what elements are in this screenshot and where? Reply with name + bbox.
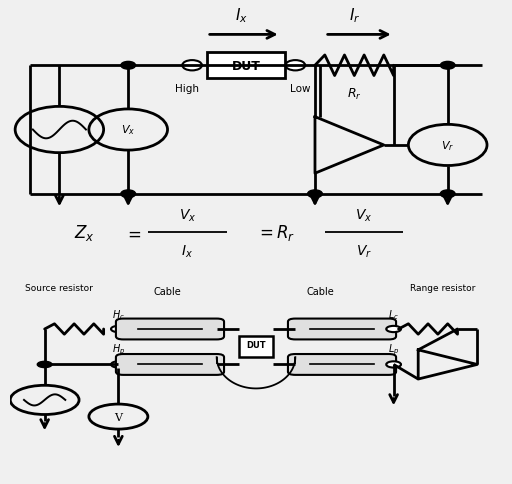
Text: DUT: DUT bbox=[246, 340, 266, 349]
Text: $I_x$: $I_x$ bbox=[181, 242, 193, 259]
Text: $I_r$: $I_r$ bbox=[349, 6, 360, 25]
Circle shape bbox=[308, 191, 323, 198]
Circle shape bbox=[182, 61, 202, 71]
Text: $H_p$: $H_p$ bbox=[112, 342, 125, 356]
Circle shape bbox=[440, 62, 455, 70]
Text: Cable: Cable bbox=[154, 287, 181, 297]
Circle shape bbox=[121, 191, 136, 198]
Text: Low: Low bbox=[290, 84, 310, 94]
Text: $R_r$: $R_r$ bbox=[347, 87, 361, 102]
Text: Source resistor: Source resistor bbox=[26, 283, 93, 292]
Text: $L_p$: $L_p$ bbox=[388, 342, 399, 356]
FancyBboxPatch shape bbox=[288, 354, 396, 375]
Circle shape bbox=[286, 61, 305, 71]
Text: $V_x$: $V_x$ bbox=[121, 123, 135, 137]
FancyBboxPatch shape bbox=[116, 354, 224, 375]
Text: $=$: $=$ bbox=[124, 224, 142, 242]
Circle shape bbox=[440, 191, 455, 198]
Text: $V_r$: $V_r$ bbox=[441, 139, 454, 152]
Text: $V_x$: $V_x$ bbox=[355, 207, 373, 223]
Text: $Z_x$: $Z_x$ bbox=[74, 223, 94, 243]
Circle shape bbox=[386, 362, 401, 368]
Bar bbox=[239, 336, 273, 357]
Circle shape bbox=[386, 326, 401, 333]
Text: Cable: Cable bbox=[306, 287, 334, 297]
Text: High: High bbox=[175, 84, 199, 94]
FancyBboxPatch shape bbox=[288, 319, 396, 340]
Text: Range resistor: Range resistor bbox=[410, 283, 476, 292]
Text: $= R_r$: $= R_r$ bbox=[256, 223, 295, 243]
Text: $V_x$: $V_x$ bbox=[179, 207, 196, 223]
Circle shape bbox=[37, 362, 52, 368]
Circle shape bbox=[111, 362, 126, 368]
Circle shape bbox=[111, 326, 126, 333]
Text: $I_x$: $I_x$ bbox=[235, 6, 248, 25]
Text: DUT: DUT bbox=[232, 60, 261, 73]
Bar bbox=[207, 53, 286, 79]
Text: $V_r$: $V_r$ bbox=[356, 242, 372, 259]
FancyBboxPatch shape bbox=[116, 319, 224, 340]
Text: $L_c$: $L_c$ bbox=[388, 307, 399, 321]
Text: $H_c$: $H_c$ bbox=[112, 307, 125, 321]
Circle shape bbox=[121, 62, 136, 70]
Text: V: V bbox=[114, 412, 122, 422]
